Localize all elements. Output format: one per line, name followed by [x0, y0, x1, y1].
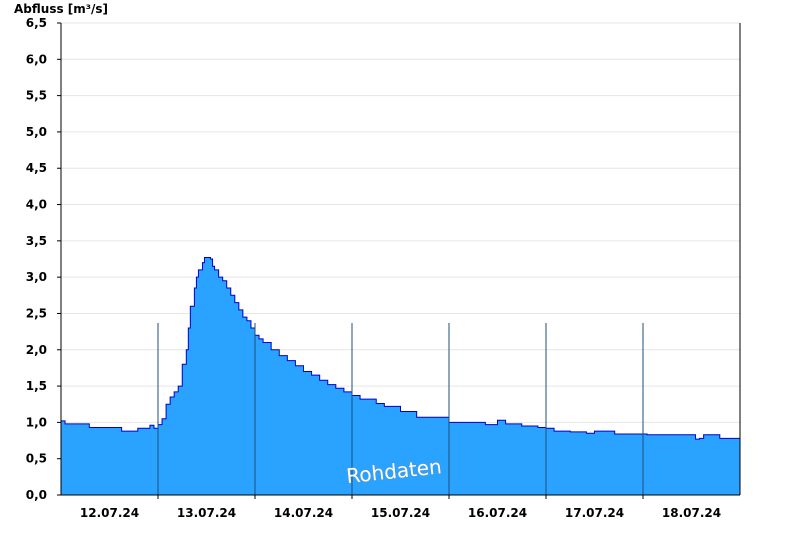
x-tick-label: 14.07.24	[274, 506, 333, 520]
x-tick-label: 17.07.24	[565, 506, 624, 520]
x-tick-label: 15.07.24	[371, 506, 430, 520]
y-tick-label: 4,5	[26, 161, 47, 175]
y-tick-label: 3,0	[26, 270, 47, 284]
day-dividers	[157, 323, 644, 495]
y-tick-label: 6,5	[26, 16, 47, 30]
y-tick-label: 6,0	[26, 52, 47, 66]
x-tick-label: 16.07.24	[468, 506, 527, 520]
axes	[60, 23, 741, 496]
grid-lines	[61, 22, 740, 460]
y-tick-label: 1,0	[26, 415, 47, 429]
y-axis-ticks: 0,0 0,5 1,0 1,5 2,0 2,5 3,0 3,5 4,0 4,5 5,0 5,5 6,0 6…	[26, 16, 61, 502]
y-tick-label: 2,0	[26, 343, 47, 357]
x-tick-label: 13.07.24	[177, 506, 236, 520]
y-tick-label: 1,5	[26, 379, 47, 393]
y-tick-label: 3,5	[26, 234, 47, 248]
y-tick-label: 2,5	[26, 306, 47, 320]
y-tick-label: 5,0	[26, 125, 47, 139]
y-axis-title: Abfluss [m³/s]	[14, 2, 108, 16]
y-tick-label: 5,5	[26, 89, 47, 103]
y-tick-label: 0,0	[26, 488, 47, 502]
y-tick-label: 4,0	[26, 198, 47, 212]
x-tick-label: 12.07.24	[80, 506, 139, 520]
discharge-line	[61, 257, 741, 440]
x-axis-ticks: 12.07.24 13.07.24 14.07.24 15.07.24 16.07.24…	[80, 495, 721, 520]
x-tick-label: 18.07.24	[662, 506, 721, 520]
y-tick-label: 0,5	[26, 452, 47, 466]
discharge-fill	[61, 257, 740, 495]
